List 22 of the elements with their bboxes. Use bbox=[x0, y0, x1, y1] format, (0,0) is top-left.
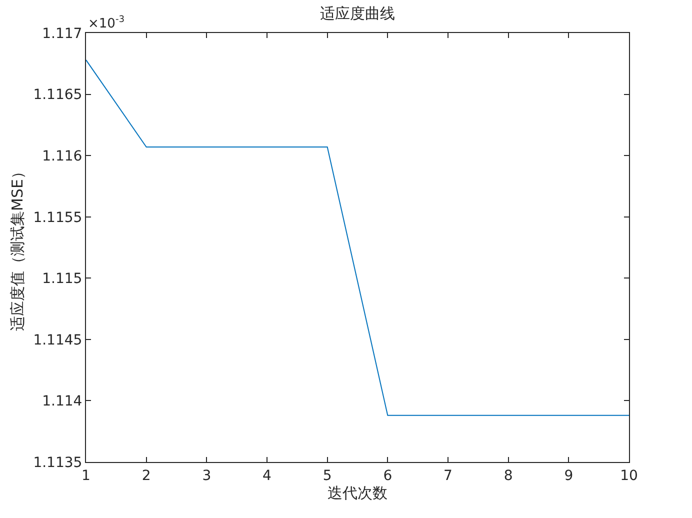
x-tick-label: 1 bbox=[82, 468, 90, 484]
x-tick-label: 6 bbox=[383, 468, 392, 484]
x-tick-label: 7 bbox=[444, 468, 452, 484]
y-tick-label: 1.114 bbox=[42, 394, 82, 410]
x-axis-title: 迭代次数 bbox=[328, 484, 388, 502]
y-tick-label: 1.1155 bbox=[33, 210, 82, 226]
x-tick-label: 10 bbox=[620, 468, 638, 484]
y-axis-title: 适应度值（测试集MSE） bbox=[8, 164, 26, 331]
y-tick-label: 1.1145 bbox=[33, 332, 82, 348]
x-tick-label: 3 bbox=[202, 468, 212, 484]
x-tick-label: 4 bbox=[262, 468, 272, 484]
x-tick-label: 5 bbox=[322, 468, 332, 484]
y-tick-label: 1.117 bbox=[42, 26, 82, 42]
chart-title: 适应度曲线 bbox=[320, 4, 395, 22]
y-tick-label: 1.116 bbox=[42, 148, 82, 164]
y-tick-label: 1.115 bbox=[42, 271, 82, 288]
text: ×10$^{-3}$ bbox=[88, 15, 125, 32]
x-tick-label: 9 bbox=[564, 468, 574, 484]
y-tick-label: 1.1135 bbox=[33, 454, 82, 471]
x-tick-label: 2 bbox=[142, 468, 151, 484]
y-tick-label: 1.1165 bbox=[33, 87, 82, 104]
x-tick-label: 8 bbox=[504, 468, 513, 484]
